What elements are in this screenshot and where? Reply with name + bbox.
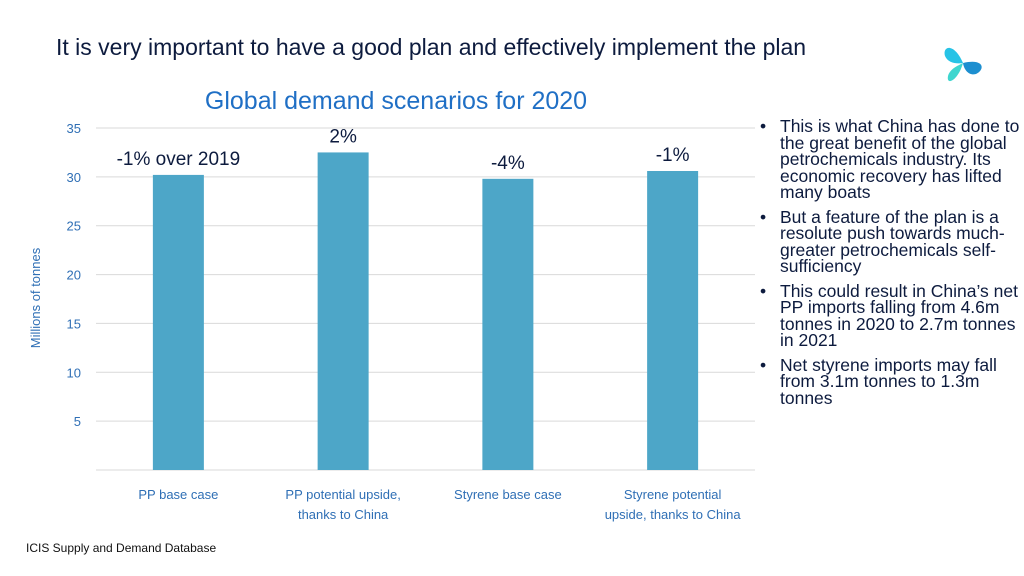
y-tick-label: 5 <box>74 414 81 429</box>
bullet-item: But a feature of the plan is a resolute … <box>758 208 1020 275</box>
slide-headline: It is very important to have a good plan… <box>56 34 807 60</box>
x-tick-label-line: upside, thanks to China <box>605 507 742 522</box>
data-label: -1% <box>656 145 690 166</box>
x-tick-label: PP potential upside, thanks to China <box>285 487 400 522</box>
commentary-bullets: This is what China has done to the great… <box>758 117 1020 414</box>
y-tick-label: 20 <box>67 268 81 283</box>
source-note: ICIS Supply and Demand Database <box>26 541 217 555</box>
x-tick-label-line: Styrene base case <box>454 487 562 502</box>
data-label: -1% over 2019 <box>117 149 241 170</box>
chart-canvas: Global demand scenarios for 2020 Million… <box>28 87 755 522</box>
bullet-item: This is what China has done to the great… <box>758 117 1020 200</box>
data-label: -4% <box>491 153 525 174</box>
bar <box>152 174 204 470</box>
bullet-item: This could result in China’s net PP impo… <box>758 282 1020 349</box>
chart-title: Global demand scenarios for 2020 <box>205 87 587 115</box>
bar <box>647 170 699 470</box>
x-tick-label: Styrene potential upside, thanks to China <box>605 487 742 522</box>
y-axis-ticks: 5 10 15 20 25 30 35 <box>67 121 81 429</box>
bar <box>317 152 369 470</box>
bars <box>152 152 699 470</box>
x-tick-label-line: thanks to China <box>298 507 389 522</box>
y-tick-label: 25 <box>67 219 81 234</box>
x-tick-label-line: PP potential upside, <box>285 487 400 502</box>
bar-chart: Global demand scenarios for 2020 Million… <box>0 80 760 530</box>
bullet-item: Net styrene imports may fall from 3.1m t… <box>758 356 1020 406</box>
y-tick-label: 35 <box>67 121 81 136</box>
y-tick-label: 10 <box>67 365 81 380</box>
y-axis-label: Millions of tonnes <box>28 247 43 348</box>
data-label: 2% <box>329 126 357 147</box>
bar <box>482 178 534 470</box>
x-axis-ticks: PP base case PP potential upside, thanks t… <box>138 487 741 522</box>
icis-logo-icon <box>944 47 982 82</box>
gridlines <box>96 127 755 471</box>
y-tick-label: 30 <box>67 170 81 185</box>
data-labels: -1% over 2019 2% -4% -1% <box>117 126 690 173</box>
x-tick-label-line: Styrene potential <box>624 487 722 502</box>
x-tick-label: PP base case <box>138 487 218 502</box>
y-tick-label: 15 <box>67 316 81 331</box>
x-tick-label: Styrene base case <box>454 487 562 502</box>
x-tick-label-line: PP base case <box>138 487 218 502</box>
